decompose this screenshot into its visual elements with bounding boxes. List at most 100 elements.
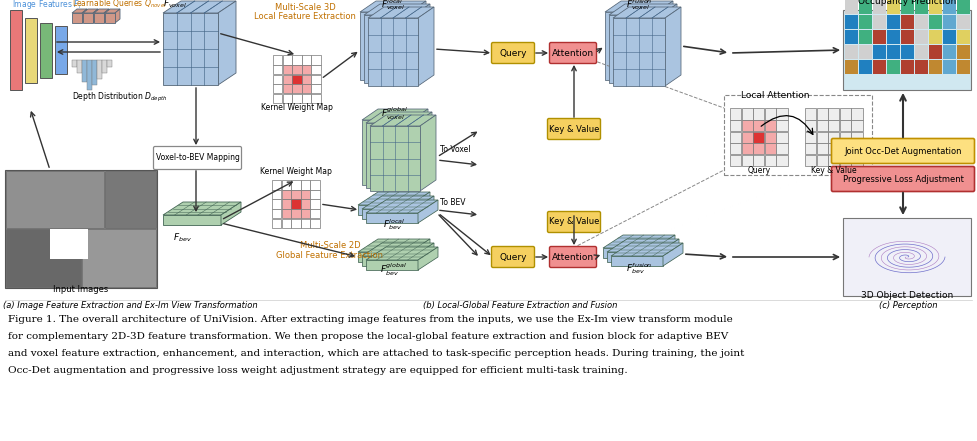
Bar — [873, 15, 886, 29]
Bar — [777, 120, 787, 131]
Text: Attention: Attention — [552, 49, 594, 57]
Bar — [901, 0, 914, 14]
Polygon shape — [412, 109, 428, 185]
Bar — [901, 15, 914, 29]
Polygon shape — [115, 9, 120, 23]
Text: $F^{local}_{voxel}$: $F^{local}_{voxel}$ — [381, 0, 405, 11]
Text: $F_{voxel}$: $F_{voxel}$ — [163, 0, 188, 11]
Bar — [859, 45, 872, 59]
Bar — [87, 60, 92, 90]
Bar — [957, 0, 970, 14]
Polygon shape — [163, 202, 241, 215]
Text: (c) Perception: (c) Perception — [878, 301, 937, 310]
Bar — [281, 209, 291, 218]
Polygon shape — [414, 4, 430, 83]
Bar — [817, 143, 828, 154]
Bar — [753, 143, 764, 154]
Bar — [887, 30, 900, 44]
Bar — [828, 131, 839, 143]
FancyBboxPatch shape — [491, 247, 534, 268]
Bar — [845, 0, 858, 14]
Bar — [302, 93, 311, 103]
Bar — [72, 60, 76, 67]
Bar — [312, 55, 320, 64]
Bar — [82, 229, 156, 287]
Polygon shape — [410, 1, 426, 80]
Bar — [828, 155, 839, 166]
Bar — [943, 60, 956, 74]
Bar — [730, 120, 742, 131]
Bar — [929, 0, 942, 14]
Bar — [311, 180, 319, 190]
Bar — [82, 60, 87, 82]
Text: $F^{global}_{voxel}$: $F^{global}_{voxel}$ — [381, 105, 408, 122]
Bar — [851, 120, 863, 131]
Polygon shape — [418, 247, 438, 270]
Bar — [312, 93, 320, 103]
Polygon shape — [360, 1, 426, 12]
Bar — [730, 143, 742, 154]
Bar — [730, 155, 742, 166]
Bar — [765, 120, 776, 131]
Text: Voxel-to-BEV Mapping: Voxel-to-BEV Mapping — [155, 153, 239, 162]
Polygon shape — [364, 4, 430, 15]
Text: 3D Object Detection: 3D Object Detection — [861, 291, 954, 300]
Polygon shape — [163, 1, 236, 13]
Bar — [840, 120, 851, 131]
Text: (b) Local-Global Feature Extraction and Fusion: (b) Local-Global Feature Extraction and … — [423, 301, 617, 310]
Bar — [291, 209, 301, 218]
Bar — [291, 199, 301, 209]
Bar — [805, 155, 816, 166]
Polygon shape — [93, 9, 98, 23]
Bar — [281, 180, 291, 190]
Polygon shape — [358, 252, 410, 262]
Bar — [302, 55, 311, 64]
Bar — [291, 190, 301, 199]
Text: (a) Image Feature Extraction and Ex-Im View Transformation: (a) Image Feature Extraction and Ex-Im V… — [3, 301, 257, 310]
Bar — [915, 60, 928, 74]
Bar — [311, 209, 319, 218]
Bar — [40, 23, 52, 78]
Bar — [272, 219, 281, 228]
Polygon shape — [94, 13, 104, 23]
Bar — [301, 219, 310, 228]
Bar — [840, 143, 851, 154]
FancyBboxPatch shape — [831, 167, 974, 191]
Bar — [805, 143, 816, 154]
Bar — [901, 30, 914, 44]
Bar — [859, 15, 872, 29]
Polygon shape — [613, 18, 665, 86]
Bar — [765, 155, 776, 166]
Bar — [742, 108, 753, 120]
Text: Multi-Scale 3D: Multi-Scale 3D — [275, 3, 335, 12]
Bar — [840, 131, 851, 143]
Bar — [312, 84, 320, 93]
Bar — [828, 143, 839, 154]
Polygon shape — [362, 120, 412, 185]
Bar — [901, 45, 914, 59]
Polygon shape — [418, 7, 434, 86]
Bar — [873, 45, 886, 59]
Text: Occupancy Prediction: Occupancy Prediction — [858, 0, 956, 6]
Bar — [281, 219, 291, 228]
Text: Image Features $F_i$: Image Features $F_i$ — [12, 0, 82, 11]
Bar — [281, 199, 291, 209]
Polygon shape — [362, 109, 428, 120]
Bar — [765, 108, 776, 120]
Polygon shape — [105, 9, 120, 13]
Text: Kernel Weight Map: Kernel Weight Map — [261, 103, 333, 112]
Bar — [887, 0, 900, 14]
FancyBboxPatch shape — [153, 146, 241, 169]
Bar — [873, 60, 886, 74]
Polygon shape — [611, 256, 663, 266]
Polygon shape — [418, 200, 438, 223]
Bar — [302, 75, 311, 84]
Bar — [742, 143, 753, 154]
Bar — [957, 45, 970, 59]
Polygon shape — [607, 252, 659, 262]
Polygon shape — [163, 215, 221, 225]
Text: $F^{fusion}_{voxel}$: $F^{fusion}_{voxel}$ — [625, 0, 653, 11]
Bar — [6, 229, 81, 287]
Text: Kernel Weight Map: Kernel Weight Map — [260, 167, 332, 176]
Bar — [929, 45, 942, 59]
